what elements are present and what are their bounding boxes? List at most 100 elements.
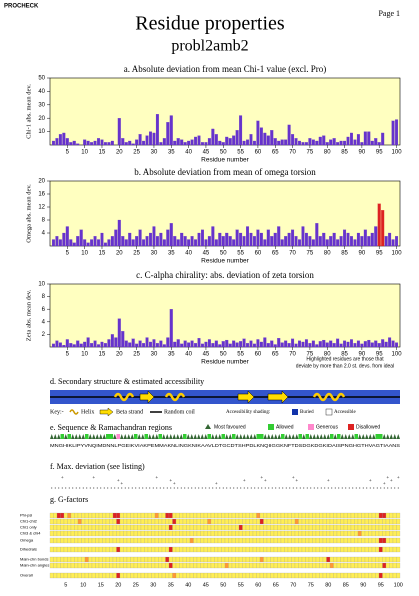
gfactor-cell (77, 524, 82, 531)
gfactor-cell (340, 556, 345, 563)
key-text: Accessible (334, 410, 356, 415)
gfactor-cell (81, 562, 86, 569)
bar (162, 239, 166, 247)
gfactor-cell (182, 556, 187, 563)
bar (90, 142, 94, 146)
x-tick-label: 60 (255, 251, 262, 257)
dot (296, 487, 298, 489)
gfactor-cell (126, 512, 131, 519)
dot (177, 487, 179, 489)
rama-favoured (71, 434, 75, 439)
gfactor-cell (60, 530, 65, 537)
dot (306, 487, 308, 489)
gfactor-cell (287, 572, 292, 579)
gfactor-cell (63, 546, 68, 553)
bar (117, 318, 121, 348)
gfactor-cell (172, 512, 177, 519)
row-label: Chi1-chi2 (20, 519, 38, 524)
dot (366, 487, 368, 489)
x-tick-label: 15 (99, 251, 106, 257)
gfactor-cell (116, 530, 121, 537)
gfactor-cell (189, 546, 194, 553)
bar (58, 239, 62, 247)
axis-label: 85 (343, 582, 349, 588)
gfactor-cell (224, 530, 229, 537)
gfactor-cell (147, 572, 152, 579)
x-tick-label: 70 (289, 251, 296, 257)
section-title: d. Secondary structure & estimated acces… (50, 377, 204, 386)
gfactor-cell (392, 512, 397, 519)
gfactor-cell (81, 518, 86, 525)
gfactor-cell (336, 546, 341, 553)
bar (135, 343, 139, 348)
bar (301, 142, 305, 146)
rama-favoured (197, 434, 201, 439)
x-tick-label: 25 (133, 352, 140, 358)
gfactor-cell (291, 518, 296, 525)
gfactor-cell (364, 546, 369, 553)
gfactor-cell (224, 562, 229, 569)
gfactor-cell (378, 530, 383, 537)
bar (180, 343, 184, 348)
x-tick-label: 20 (116, 251, 123, 257)
bar (159, 340, 163, 348)
gfactor-cell (333, 530, 338, 537)
gfactor-cell (291, 530, 296, 537)
gfactor-cell (49, 537, 54, 544)
gfactor-cell (326, 530, 331, 537)
gfactor-cell (364, 518, 369, 525)
gfactor-cell (256, 572, 261, 579)
rama-allowed (305, 434, 309, 439)
gfactor-cell (354, 572, 359, 579)
gfactor-cell (221, 524, 226, 531)
bar (183, 340, 187, 348)
gfactor-cell (112, 562, 117, 569)
gfactor-cell (119, 512, 124, 519)
gfactor-cell (123, 518, 128, 525)
gfactor-cell (140, 556, 145, 563)
gfactor-cell (333, 546, 338, 553)
gfactor-cell (287, 562, 292, 569)
gfactor-cell (116, 546, 121, 553)
rama-allowed (67, 434, 71, 439)
bar (86, 242, 90, 247)
bar (83, 341, 87, 348)
bar (329, 139, 333, 146)
gfactor-cell (266, 572, 271, 579)
dot (131, 487, 133, 489)
gfactor-cell (340, 537, 345, 544)
x-tick-label: 45 (203, 352, 210, 358)
x-tick-label: 55 (237, 150, 244, 156)
gfactor-cell (371, 518, 376, 525)
gfactor-cell (231, 572, 236, 579)
gfactor-cell (203, 546, 208, 553)
gfactor-cell (350, 556, 355, 563)
dot (58, 487, 60, 489)
y-tick-label: 50 (38, 76, 45, 82)
gfactor-cell (294, 562, 299, 569)
bar (187, 342, 191, 348)
rama-favoured (99, 434, 103, 439)
plus: + (169, 479, 172, 484)
gfactor-cell (133, 518, 138, 525)
bar (384, 236, 388, 247)
gfactor-cell (322, 546, 327, 553)
bar (273, 232, 277, 247)
gfactor-cell (95, 512, 100, 519)
gfactor-cell (182, 562, 187, 569)
rama-favoured (316, 434, 320, 439)
gfactor-cell (112, 537, 117, 544)
gfactor-cell (319, 537, 324, 544)
gfactor-cell (235, 537, 240, 544)
rama-favoured (193, 434, 197, 439)
gfactor-cell (231, 562, 236, 569)
gfactor-cell (102, 556, 107, 563)
rama-allowed (134, 434, 138, 439)
rama-favoured (155, 434, 159, 439)
rama-generous (116, 434, 120, 439)
gfactor-cell (91, 530, 96, 537)
bar (155, 114, 159, 146)
dot (96, 487, 98, 489)
gfactor-cell (305, 562, 310, 569)
